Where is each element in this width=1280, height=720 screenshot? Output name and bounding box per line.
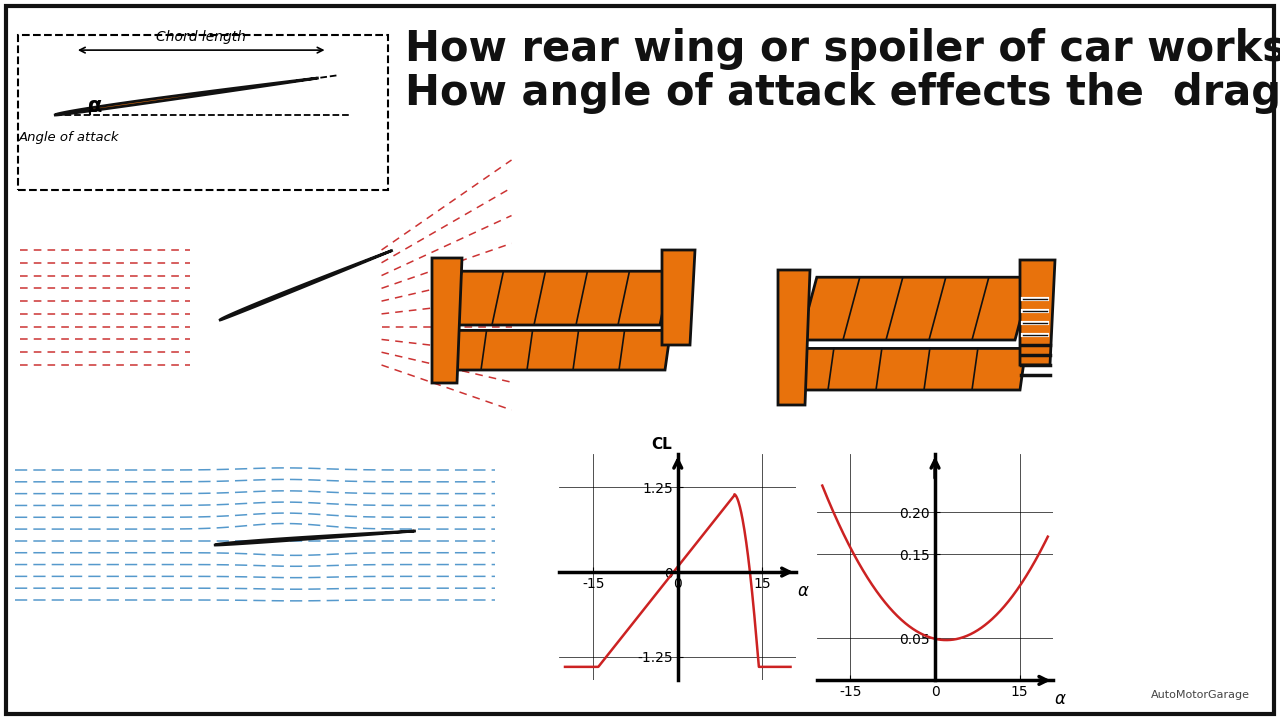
Polygon shape: [662, 250, 695, 345]
Text: How angle of attack effects the  drag ?: How angle of attack effects the drag ?: [404, 72, 1280, 114]
Polygon shape: [215, 531, 415, 545]
Text: How rear wing or spoiler of car works ?: How rear wing or spoiler of car works ?: [404, 28, 1280, 70]
Polygon shape: [800, 277, 1032, 340]
Polygon shape: [55, 78, 317, 115]
Bar: [18, 35, 388, 190]
Polygon shape: [435, 330, 671, 370]
Text: α: α: [797, 582, 809, 600]
Polygon shape: [451, 271, 672, 325]
Text: AutoMotorGarage: AutoMotorGarage: [1151, 690, 1251, 700]
Polygon shape: [780, 348, 1025, 390]
Polygon shape: [220, 251, 392, 320]
Text: Angle of attack: Angle of attack: [19, 131, 119, 144]
Text: Chord length: Chord length: [156, 30, 246, 44]
Text: CL: CL: [652, 438, 672, 452]
Text: $\bf{\alpha}$: $\bf{\alpha}$: [87, 96, 102, 116]
Polygon shape: [433, 258, 462, 383]
Text: α: α: [1055, 690, 1066, 708]
Polygon shape: [1020, 260, 1055, 365]
Polygon shape: [778, 270, 810, 405]
